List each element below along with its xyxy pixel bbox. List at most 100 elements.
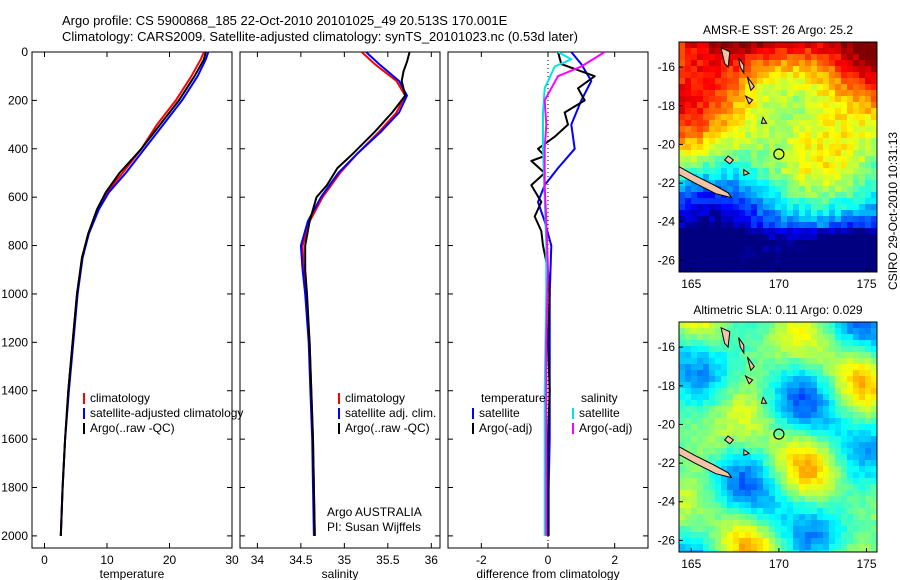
heatmap-cell: [691, 138, 697, 144]
heatmap-cell: [751, 340, 757, 346]
heatmap-cell: [679, 358, 685, 364]
heatmap-cell: [817, 538, 823, 544]
heatmap-cell: [811, 484, 817, 490]
heatmap-cell: [757, 376, 763, 382]
heatmap-cell: [745, 436, 751, 442]
heatmap-cell: [745, 466, 751, 472]
heatmap-cell: [835, 418, 841, 424]
heatmap-cell: [847, 328, 853, 334]
heatmap-cell: [841, 222, 847, 228]
heatmap-cell: [691, 252, 697, 258]
heatmap-cell: [721, 78, 727, 84]
heatmap-cell: [679, 126, 685, 132]
heatmap-cell: [859, 364, 865, 370]
heatmap-cell: [751, 406, 757, 412]
legend-entry: Argo(-adj): [479, 421, 532, 435]
heatmap-cell: [781, 328, 787, 334]
heatmap-cell: [787, 156, 793, 162]
heatmap-cell: [715, 252, 721, 258]
heatmap-cell: [793, 234, 799, 240]
heatmap-cell: [865, 502, 871, 508]
heatmap-cell: [745, 156, 751, 162]
heatmap-cell: [829, 216, 835, 222]
heatmap-cell: [733, 246, 739, 252]
heatmap-cell: [799, 222, 805, 228]
heatmap-cell: [847, 204, 853, 210]
heatmap-cell: [823, 198, 829, 204]
heatmap-cell: [781, 382, 787, 388]
heatmap-cell: [691, 358, 697, 364]
heatmap-cell: [763, 502, 769, 508]
heatmap-cell: [859, 406, 865, 412]
heatmap-cell: [799, 234, 805, 240]
heatmap-cell: [847, 60, 853, 66]
series-line-temperature-argo-adj-: [530, 52, 596, 536]
heatmap-cell: [715, 442, 721, 448]
heatmap-cell: [865, 424, 871, 430]
heatmap-cell: [727, 454, 733, 460]
heatmap-cell: [739, 532, 745, 538]
heatmap-cell: [757, 466, 763, 472]
heatmap-cell: [865, 192, 871, 198]
heatmap-cell: [763, 138, 769, 144]
heatmap-cell: [865, 460, 871, 466]
heatmap-cell: [805, 258, 811, 264]
x-tick-label: 165: [681, 277, 701, 291]
heatmap-cell: [865, 246, 871, 252]
heatmap-cell: [679, 340, 685, 346]
heatmap-cell: [859, 216, 865, 222]
heatmap-cell: [823, 204, 829, 210]
heatmap-cell: [829, 484, 835, 490]
heatmap-cell: [751, 520, 757, 526]
heatmap-cell: [679, 216, 685, 222]
heatmap-cell: [805, 538, 811, 544]
heatmap-cell: [781, 60, 787, 66]
heatmap-cell: [697, 60, 703, 66]
heatmap-cell: [733, 132, 739, 138]
heatmap-cell: [775, 406, 781, 412]
heatmap-cell: [757, 346, 763, 352]
heatmap-cell: [805, 514, 811, 520]
heatmap-cell: [715, 460, 721, 466]
heatmap-cell: [769, 156, 775, 162]
heatmap-cell: [805, 340, 811, 346]
heatmap-cell: [835, 334, 841, 340]
heatmap-cell: [871, 424, 877, 430]
heatmap-cell: [847, 388, 853, 394]
heatmap-cell: [679, 418, 685, 424]
heatmap-cell: [697, 186, 703, 192]
heatmap-cell: [829, 334, 835, 340]
heatmap-cell: [817, 156, 823, 162]
heatmap-cell: [811, 168, 817, 174]
heatmap-cell: [733, 370, 739, 376]
heatmap-cell: [733, 270, 739, 272]
heatmap-cell: [799, 120, 805, 126]
heatmap-cell: [805, 120, 811, 126]
heatmap-cell: [685, 532, 691, 538]
heatmap-cell: [685, 264, 691, 270]
legend-entry: Argo(-adj): [579, 421, 632, 435]
heatmap-cell: [775, 252, 781, 258]
heatmap-cell: [775, 496, 781, 502]
heatmap-cell: [799, 364, 805, 370]
heatmap-cell: [721, 322, 727, 328]
heatmap-cell: [739, 376, 745, 382]
heatmap-cell: [739, 180, 745, 186]
heatmap-cell: [871, 448, 877, 454]
heatmap-cell: [811, 138, 817, 144]
heatmap-cell: [841, 192, 847, 198]
heatmap-cell: [805, 54, 811, 60]
heatmap-cell: [781, 240, 787, 246]
heatmap-cell: [799, 538, 805, 544]
series-line-climatology: [301, 52, 407, 536]
heatmap-cell: [841, 424, 847, 430]
heatmap-cell: [775, 472, 781, 478]
heatmap-cell: [829, 358, 835, 364]
heatmap-cell: [769, 430, 775, 436]
heatmap-cell: [847, 132, 853, 138]
heatmap-cell: [751, 108, 757, 114]
heatmap-cell: [781, 66, 787, 72]
heatmap-cell: [871, 126, 877, 132]
heatmap-cell: [715, 210, 721, 216]
heatmap-cell: [823, 454, 829, 460]
